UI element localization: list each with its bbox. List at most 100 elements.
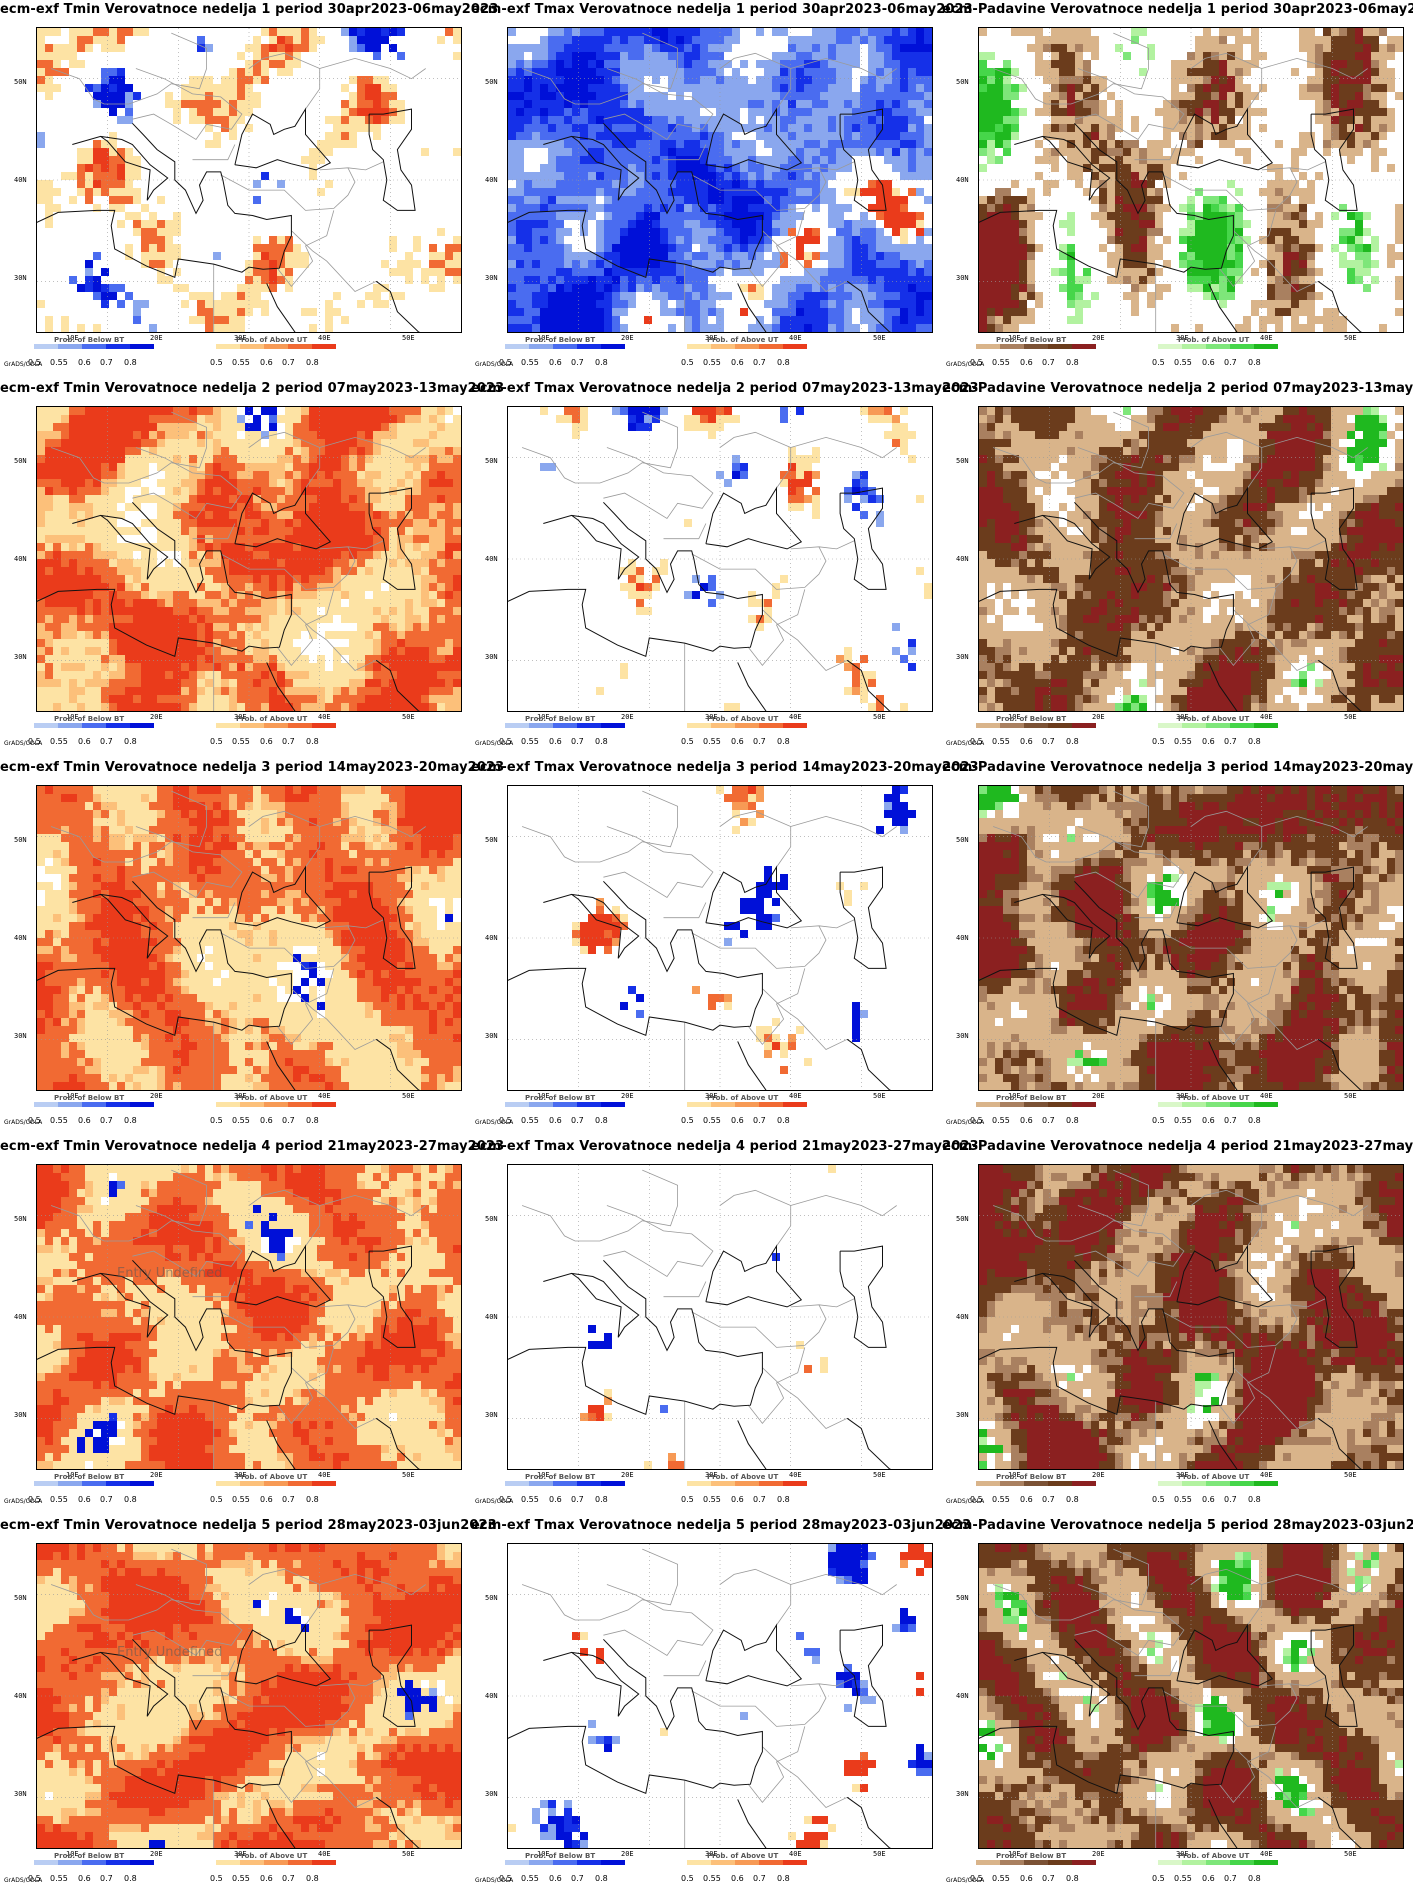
forecast-panel: ecm-exf Tmax Verovatnoce nedelja 2 perio… bbox=[471, 379, 979, 758]
map-svg bbox=[979, 786, 1403, 1090]
forecast-panel: ecm-Padavine Verovatnoce nedelja 1 perio… bbox=[942, 0, 1413, 379]
colorbar-title: Prob. of Below BT bbox=[996, 715, 1066, 723]
grads-label: GrADS/COLA bbox=[475, 1498, 513, 1505]
colorbar-tick: 0.7 bbox=[1224, 1874, 1237, 1883]
lon-label: 40E bbox=[318, 1092, 331, 1100]
colorbar-swatch bbox=[1000, 1102, 1024, 1107]
colorbar-swatch bbox=[1000, 1481, 1024, 1486]
country-borders bbox=[521, 32, 897, 332]
colorbar-swatch bbox=[783, 1860, 807, 1865]
colorbar-strip bbox=[1158, 1102, 1278, 1107]
colorbar-swatch bbox=[34, 723, 58, 728]
colorbar-tick: 0.6 bbox=[1020, 1116, 1033, 1125]
colorbar-tick: 0.8 bbox=[1066, 358, 1079, 367]
colorbar-swatch bbox=[82, 1102, 106, 1107]
lat-label: 40N bbox=[14, 1313, 27, 1321]
colorbar-swatch bbox=[759, 723, 783, 728]
lon-label: 10E bbox=[1008, 334, 1021, 342]
lon-label: 50E bbox=[1344, 1092, 1357, 1100]
colorbar-swatch bbox=[783, 344, 807, 349]
lat-label: 50N bbox=[956, 78, 969, 86]
lon-label: 20E bbox=[621, 1850, 634, 1858]
lon-label: 10E bbox=[537, 713, 550, 721]
colorbar-tick: 0.5 bbox=[1152, 1495, 1165, 1504]
lon-label: 30E bbox=[705, 713, 718, 721]
map-svg bbox=[979, 1544, 1403, 1848]
colorbar-tick: 0.8 bbox=[1066, 1874, 1079, 1883]
lon-label: 40E bbox=[789, 334, 802, 342]
colorbar-swatch bbox=[34, 344, 58, 349]
colorbar-tick: 0.55 bbox=[1174, 358, 1192, 367]
colorbar-strip bbox=[1158, 1481, 1278, 1486]
colorbar-tick: 0.8 bbox=[777, 1874, 790, 1883]
colorbar-strip bbox=[687, 723, 807, 728]
colorbar-tick: 0.5 bbox=[499, 1874, 512, 1883]
colorbar-tick: 0.5 bbox=[210, 737, 223, 746]
colorbar-swatch bbox=[312, 1102, 336, 1107]
map-svg bbox=[37, 407, 461, 711]
lon-label: 30E bbox=[1176, 713, 1189, 721]
colorbar-swatch bbox=[240, 723, 264, 728]
colorbar-tick: 0.6 bbox=[78, 1495, 91, 1504]
colorbar-tick: 0.8 bbox=[1066, 737, 1079, 746]
colorbar-tick: 0.5 bbox=[1152, 1874, 1165, 1883]
probability-map bbox=[36, 27, 462, 333]
colorbar-swatch bbox=[1048, 723, 1072, 728]
colorbar-swatch bbox=[1000, 1860, 1024, 1865]
colorbar-swatch bbox=[759, 344, 783, 349]
colorbar-tick: 0.6 bbox=[1202, 1874, 1215, 1883]
panel-title: ecm-Padavine Verovatnoce nedelja 3 perio… bbox=[942, 760, 1413, 775]
grads-label: GrADS/COLA bbox=[4, 361, 42, 368]
lat-label: 50N bbox=[956, 1594, 969, 1602]
graticule bbox=[979, 786, 1403, 1090]
colorbar-swatch bbox=[577, 1860, 601, 1865]
colorbar-strip bbox=[34, 1102, 154, 1107]
colorbar-strip bbox=[976, 344, 1096, 349]
lat-label: 40N bbox=[485, 555, 498, 563]
colorbar-tick: 0.55 bbox=[992, 358, 1010, 367]
lon-label: 20E bbox=[150, 1092, 163, 1100]
colorbar-strip bbox=[216, 1481, 336, 1486]
coastlines bbox=[37, 1623, 421, 1848]
panel-title: ecm-Padavine Verovatnoce nedelja 4 perio… bbox=[942, 1139, 1413, 1154]
lon-label: 20E bbox=[1092, 1471, 1105, 1479]
lon-label: 30E bbox=[1176, 334, 1189, 342]
colorbar-swatch bbox=[601, 1102, 625, 1107]
colorbar-swatch bbox=[106, 1860, 130, 1865]
forecast-panel: ecm-Padavine Verovatnoce nedelja 2 perio… bbox=[942, 379, 1413, 758]
colorbar-swatch bbox=[82, 1860, 106, 1865]
colorbar-tick: 0.7 bbox=[571, 737, 584, 746]
colorbar-tick: 0.5 bbox=[970, 1495, 983, 1504]
colorbar-swatch bbox=[577, 344, 601, 349]
coastlines bbox=[508, 1623, 892, 1848]
colorbar-swatch bbox=[687, 1102, 711, 1107]
colorbar-swatch bbox=[687, 1860, 711, 1865]
coastlines bbox=[979, 865, 1363, 1090]
forecast-panel: ecm-exf Tmax Verovatnoce nedelja 4 perio… bbox=[471, 1137, 979, 1516]
colorbar-swatch bbox=[82, 723, 106, 728]
colorbar-title: Prob. of Above UT bbox=[1178, 1852, 1249, 1860]
colorbar-swatch bbox=[130, 1481, 154, 1486]
colorbar-tick: 0.7 bbox=[100, 358, 113, 367]
country-borders bbox=[992, 1169, 1368, 1469]
colorbar-swatch bbox=[1072, 344, 1096, 349]
colorbar-swatch bbox=[553, 1860, 577, 1865]
graticule bbox=[37, 28, 461, 332]
colorbar-tick: 0.55 bbox=[992, 1874, 1010, 1883]
grads-label: GrADS/COLA bbox=[946, 740, 984, 747]
grads-label: GrADS/COLA bbox=[946, 1119, 984, 1126]
colorbar-strip bbox=[216, 723, 336, 728]
probability-cells bbox=[979, 786, 1403, 1090]
colorbar-swatch bbox=[529, 1481, 553, 1486]
colorbar-tick: 0.6 bbox=[549, 358, 562, 367]
colorbar-tick: 0.8 bbox=[1248, 1495, 1261, 1504]
map-svg bbox=[508, 1544, 932, 1848]
colorbar-tick: 0.8 bbox=[306, 1116, 319, 1125]
forecast-panel: ecm-exf Tmin Verovatnoce nedelja 2 perio… bbox=[0, 379, 504, 758]
colorbar-tick: 0.6 bbox=[260, 358, 273, 367]
colorbar-swatch bbox=[288, 1481, 312, 1486]
colorbar-tick: 0.6 bbox=[78, 358, 91, 367]
colorbar-swatch bbox=[58, 1102, 82, 1107]
colorbar-swatch bbox=[976, 1102, 1000, 1107]
colorbar-tick: 0.5 bbox=[28, 1495, 41, 1504]
